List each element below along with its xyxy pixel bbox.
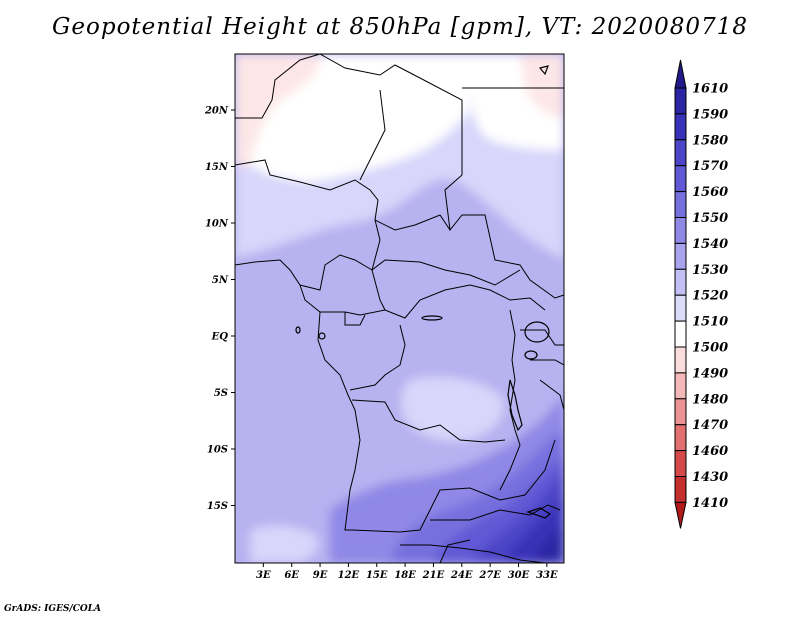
colorbar-band — [674, 346, 687, 374]
lakes — [295, 65, 552, 519]
colorbar-band — [674, 398, 687, 426]
colorbar-level-label: 1560 — [692, 185, 728, 200]
colorbar-level-label: 1470 — [692, 418, 728, 433]
colorbar: 1610 1590 1580 1570 1560 1550 1540 1530 1520 1510… — [674, 59, 728, 529]
map-frame — [234, 53, 565, 564]
colorbar-band — [674, 268, 687, 296]
lat-label: 20N — [204, 106, 229, 117]
colorbar-band — [674, 372, 687, 400]
colorbar-band — [674, 450, 687, 478]
colorbar-level-label: 1570 — [692, 159, 728, 174]
lon-label: 12E — [338, 570, 360, 581]
colorbar-level-label: 1500 — [692, 341, 728, 356]
field-1520-southwest — [250, 525, 319, 563]
colorbar-band — [674, 320, 687, 348]
country-borders — [235, 54, 564, 563]
field-1510-north — [250, 54, 470, 182]
colorbar-level-label: 1610 — [692, 82, 728, 97]
latitude-axis: 20N 15N 10N 5N EQ 5S 10S 15S — [204, 106, 235, 512]
colorbar-level-label: 1530 — [692, 263, 728, 278]
colorbar-level-label: 1580 — [692, 133, 728, 148]
colorbar-level-label: 1460 — [692, 444, 728, 459]
lon-label: 9E — [313, 570, 328, 581]
lat-label: 15S — [207, 501, 228, 512]
colorbar-level-label: 1430 — [692, 470, 728, 485]
lon-label: 21E — [422, 570, 445, 581]
lat-label: 5S — [214, 388, 228, 399]
colorbar-level-label: 1550 — [692, 211, 728, 226]
colorbar-level-label: 1510 — [692, 315, 728, 330]
lon-label: 18E — [394, 570, 416, 581]
colorbar-band — [674, 87, 687, 115]
lon-label: 3E — [256, 570, 271, 581]
lon-label: 15E — [366, 570, 388, 581]
colorbar-min-triangle — [674, 501, 687, 529]
grads-credit: GrADS: IGES/COLA — [4, 604, 102, 614]
colorbar-band — [674, 139, 687, 167]
lon-label: 33E — [536, 570, 558, 581]
longitude-axis: 3E 6E 9E 12E 15E 18E 21E 24E 27E 30E 33E — [256, 563, 558, 581]
lon-label: 30E — [508, 570, 530, 581]
colorbar-band — [674, 165, 687, 193]
colorbar-band — [674, 217, 687, 244]
lat-label: 5N — [212, 275, 229, 286]
lat-label: 15N — [205, 162, 229, 173]
geopotential-field — [235, 54, 564, 563]
lon-label: 6E — [284, 570, 299, 581]
lat-label: EQ — [211, 332, 229, 343]
lat-label: 10N — [205, 219, 229, 230]
colorbar-level-label: 1490 — [692, 366, 728, 381]
colorbar-level-label: 1590 — [692, 107, 728, 122]
colorbar-band — [674, 424, 687, 452]
colorbar-band — [674, 476, 687, 503]
lon-label: 24E — [450, 570, 473, 581]
lon-label: 27E — [478, 570, 501, 581]
colorbar-max-triangle — [674, 59, 687, 89]
colorbar-band — [674, 242, 687, 270]
field-1500-northwest — [235, 54, 321, 165]
lat-label: 10S — [207, 445, 228, 456]
chart-title: Geopotential Height at 850hPa [gpm], VT:… — [52, 14, 748, 40]
colorbar-band — [674, 294, 687, 322]
colorbar-level-label: 1410 — [692, 496, 728, 511]
field-1590-south — [530, 525, 564, 563]
colorbar-band — [674, 113, 687, 141]
colorbar-level-label: 1520 — [692, 289, 728, 304]
colorbar-level-label: 1540 — [692, 237, 728, 252]
colorbar-level-label: 1480 — [692, 392, 728, 407]
field-1520-congo — [400, 376, 504, 442]
colorbar-band — [674, 191, 687, 219]
field-1500-northeast — [520, 54, 564, 118]
